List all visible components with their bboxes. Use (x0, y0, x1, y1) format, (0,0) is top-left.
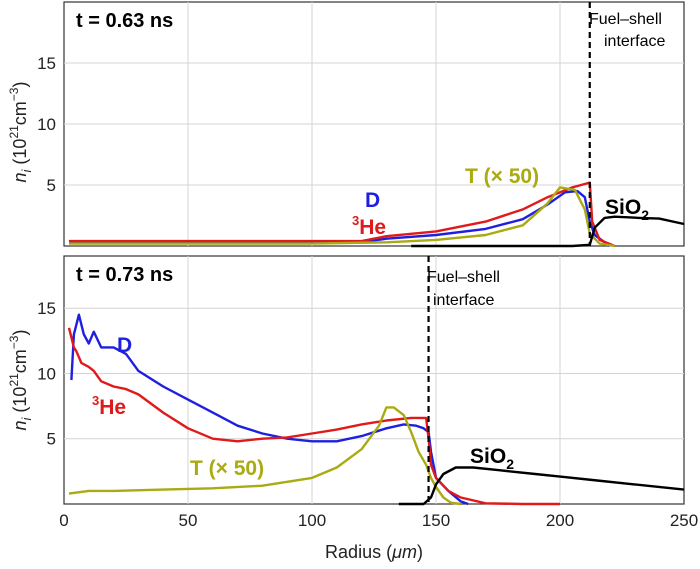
time-label-top: t = 0.63 ns (76, 10, 173, 32)
series-line-top-1 (69, 181, 616, 248)
interface-label-bottom-line2: interface (433, 292, 494, 309)
series-line-top-3 (411, 215, 685, 248)
panel-bottom-frame (63, 255, 685, 505)
grid-bottom (64, 256, 684, 504)
x-axis-label: Radius (μm) (325, 542, 423, 562)
y-tick-label-top-1: 10 (37, 115, 56, 134)
x-ticks-bottom: 0 50 100 150 200 250 (59, 511, 698, 530)
y-tick-label-bottom-0: 5 (47, 430, 56, 449)
x-tick-label-3: 150 (422, 511, 450, 530)
y-ticks-top: 5 10 15 (37, 54, 56, 195)
y-tick-label-top-0: 5 (47, 176, 56, 195)
grid-top (64, 2, 684, 246)
label-T-top: T (× 50) (465, 165, 539, 188)
series-line-bottom-3 (398, 466, 685, 506)
y-axis-label-bottom: ni (1021cm−3) (7, 330, 34, 431)
series-top (69, 181, 685, 248)
interface-label-top-line2: interface (604, 33, 665, 50)
x-tick-label-4: 200 (546, 511, 574, 530)
label-D-bottom: D (117, 334, 132, 357)
time-label-bottom: t = 0.73 ns (76, 264, 173, 286)
y-axis-label-top: ni (1021cm−3) (7, 82, 34, 183)
label-He-bottom: 3He (92, 393, 126, 419)
y-ticks-bottom: 5 10 15 (37, 299, 56, 449)
x-tick-label-2: 100 (298, 511, 326, 530)
panel-bottom: 5 10 15 0 50 100 150 200 250 t = 0.73 ns Fuel–s… (7, 255, 698, 562)
y-tick-label-top-2: 15 (37, 54, 56, 73)
label-T-bottom: T (× 50) (190, 457, 264, 480)
x-tick-label-1: 50 (179, 511, 198, 530)
panel-top: 5 10 15 t = 0.63 ns Fuel–shell interface D… (7, 1, 685, 248)
x-tick-label-5: 250 (670, 511, 698, 530)
label-D-top: D (365, 189, 380, 212)
interface-label-bottom-line1: Fuel–shell (427, 269, 500, 286)
series-line-bottom-2 (68, 406, 461, 506)
interface-label-top-line1: Fuel–shell (589, 11, 662, 28)
x-tick-label-0: 0 (59, 511, 68, 530)
y-tick-label-bottom-2: 15 (37, 299, 56, 318)
label-He-top: 3He (352, 213, 386, 239)
y-tick-label-bottom-1: 10 (37, 364, 56, 383)
